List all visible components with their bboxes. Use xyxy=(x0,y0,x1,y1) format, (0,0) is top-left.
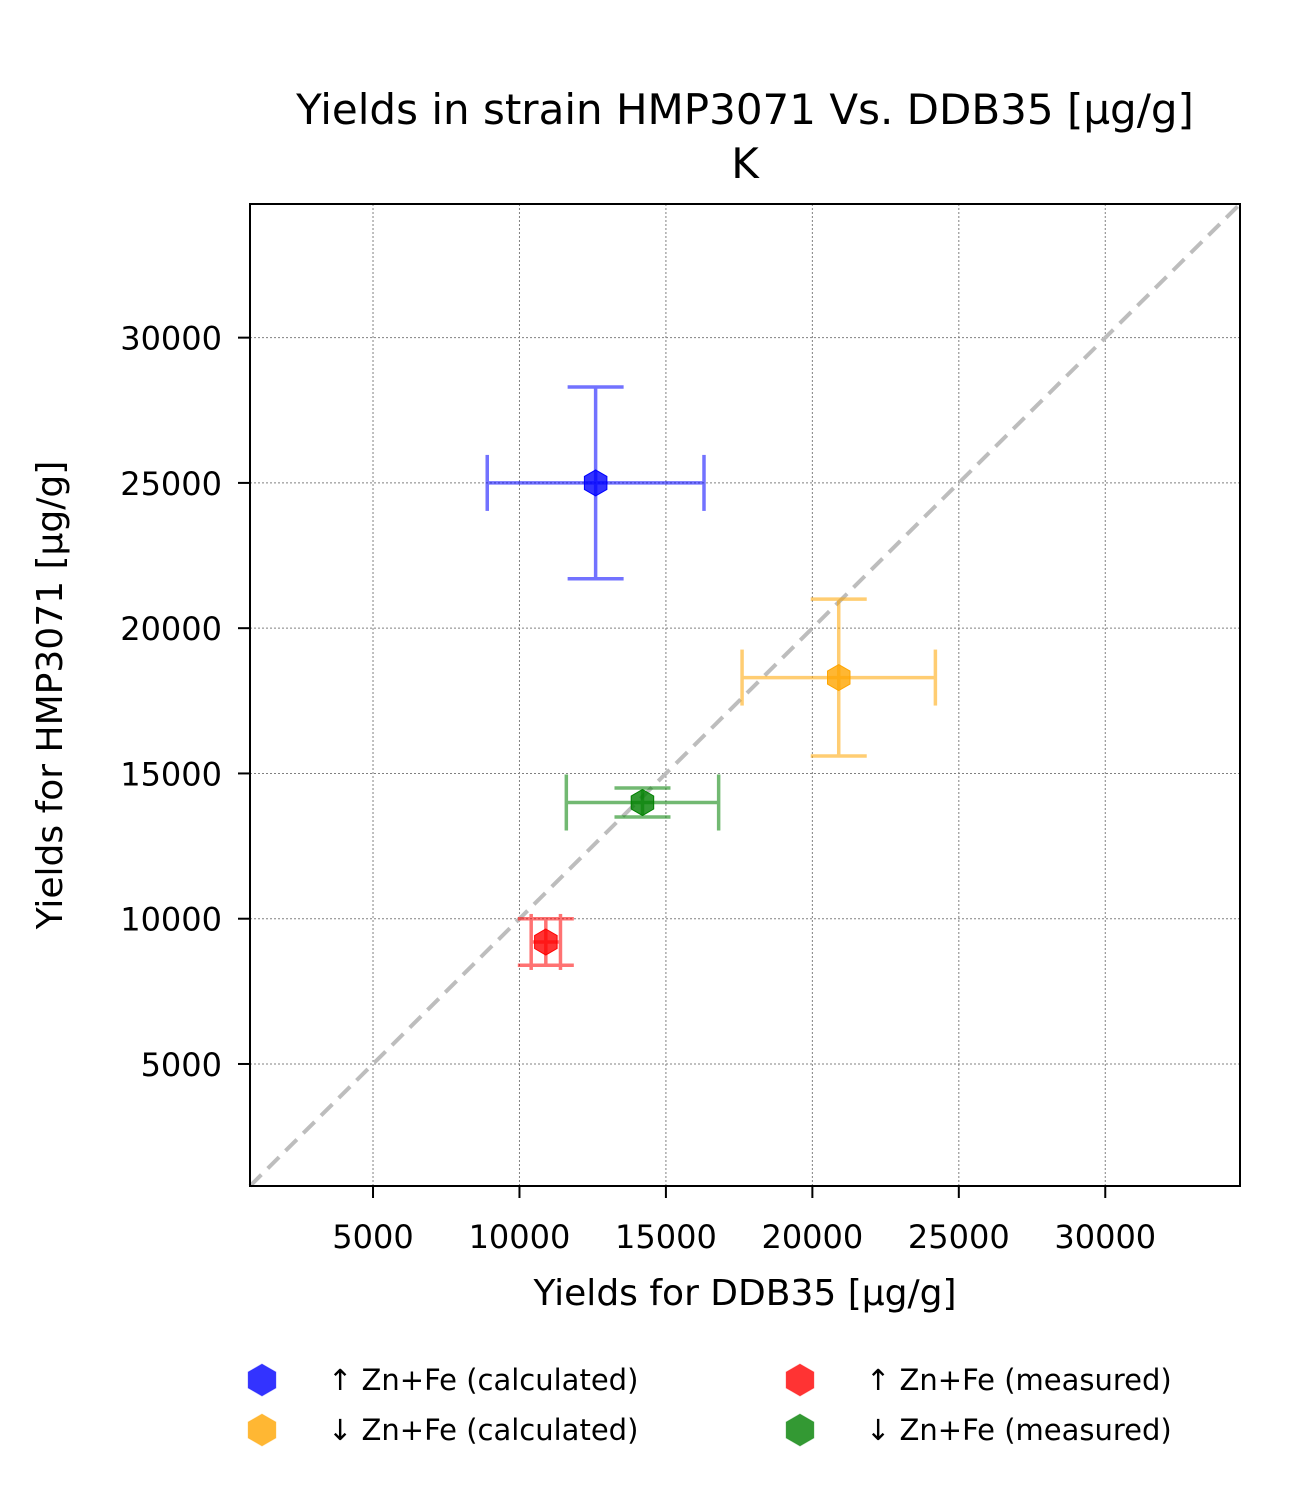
legend-marker xyxy=(247,1413,277,1447)
x-axis-label: Yields for DDB35 [µg/g] xyxy=(532,1273,956,1314)
legend-label: ↑ Zn+Fe (calculated) xyxy=(328,1363,638,1397)
x-tick-label: 10000 xyxy=(469,1218,571,1256)
x-tick-label: 30000 xyxy=(1054,1218,1156,1256)
x-tick-label: 25000 xyxy=(908,1218,1010,1256)
identity-reference-line xyxy=(248,202,1242,1188)
chart-subtitle: K xyxy=(731,139,760,188)
legend-label: ↑ Zn+Fe (measured) xyxy=(866,1363,1172,1397)
data-point-marker xyxy=(534,928,558,956)
legend-marker xyxy=(247,1363,277,1397)
legend: ↑ Zn+Fe (calculated) ↓ Zn+Fe (calculated)… xyxy=(247,1363,1172,1447)
x-tick-label: 15000 xyxy=(615,1218,717,1256)
y-tick-label: 30000 xyxy=(120,320,222,358)
y-tick-label: 15000 xyxy=(120,755,222,793)
grid xyxy=(250,204,1240,1186)
plot-frame xyxy=(249,203,1241,1187)
legend-label: ↓ Zn+Fe (calculated) xyxy=(328,1413,638,1447)
y-tick-label: 5000 xyxy=(141,1046,222,1084)
legend-label: ↓ Zn+Fe (measured) xyxy=(866,1413,1172,1447)
y-tick-label: 20000 xyxy=(120,610,222,648)
y-axis-label: Yields for HMP3071 [µg/g] xyxy=(30,461,71,931)
y-tick-label: 10000 xyxy=(120,901,222,939)
data-point-marker xyxy=(583,469,608,497)
y-tick-label: 25000 xyxy=(120,465,222,503)
y-axis-ticks: 5000 10000 15000 20000 25000 30000 xyxy=(120,320,250,1084)
data-point-marker xyxy=(630,788,655,817)
data-points xyxy=(485,385,938,970)
data-point-marker xyxy=(827,664,851,692)
legend-marker xyxy=(785,1413,815,1447)
legend-marker xyxy=(785,1363,815,1397)
x-axis-ticks: 5000 10000 15000 20000 25000 30000 xyxy=(332,1186,1156,1256)
chart-title: Yields in strain HMP3071 Vs. DDB35 [µg/g… xyxy=(295,85,1194,134)
x-tick-label: 20000 xyxy=(761,1218,863,1256)
x-tick-label: 5000 xyxy=(332,1218,413,1256)
